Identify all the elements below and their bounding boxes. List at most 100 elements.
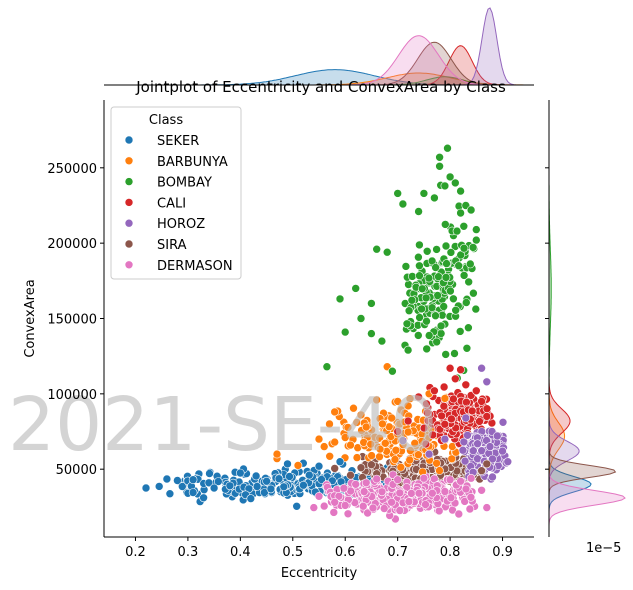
point-dermason — [319, 501, 329, 511]
point-bombay — [404, 306, 414, 316]
x-tick-label: 0.6 — [335, 545, 356, 560]
point-horoz — [503, 457, 513, 467]
x-tick-label: 0.8 — [440, 545, 461, 560]
point-cali — [439, 401, 449, 411]
y-tick-label: 50000 — [56, 463, 97, 478]
point-seker — [283, 459, 292, 469]
point-bombay — [455, 327, 465, 336]
point-dermason — [482, 503, 492, 512]
point-cali — [449, 394, 458, 404]
point-bombay — [424, 273, 434, 283]
point-cali — [422, 399, 431, 409]
point-horoz — [473, 439, 482, 449]
point-barbunya — [325, 419, 334, 429]
point-barbunya — [432, 458, 441, 468]
legend-label-bombay: BOMBAY — [157, 176, 212, 191]
point-bombay — [449, 294, 458, 304]
legend-label-barbunya: BARBUNYA — [157, 155, 228, 170]
point-cali — [393, 427, 403, 436]
point-barbunya — [375, 444, 385, 454]
point-barbunya — [403, 401, 413, 411]
point-cali — [482, 404, 492, 414]
point-barbunya — [390, 455, 400, 464]
point-seker — [188, 488, 198, 497]
point-cali — [482, 412, 492, 421]
point-cali — [477, 397, 486, 406]
point-dermason — [361, 478, 371, 488]
point-barbunya — [343, 423, 353, 432]
point-dermason — [359, 487, 369, 496]
point-barbunya — [375, 433, 384, 443]
point-bombay — [422, 316, 431, 326]
legend-marker-sira — [124, 239, 134, 249]
point-bombay — [464, 277, 474, 287]
point-barbunya — [403, 427, 413, 437]
x-marginal-density — [104, 7, 534, 86]
point-horoz — [482, 377, 492, 387]
point-seker — [214, 477, 223, 486]
point-bombay — [417, 304, 426, 314]
point-dermason — [465, 504, 475, 514]
point-dermason — [440, 487, 450, 496]
point-dermason — [329, 508, 339, 517]
x-tick-label: 0.3 — [178, 545, 199, 560]
point-dermason — [407, 489, 416, 498]
point-sira — [356, 463, 366, 473]
point-dermason — [404, 497, 414, 506]
point-bombay — [446, 286, 455, 296]
legend-marker-cali — [124, 198, 134, 207]
point-bombay — [441, 273, 451, 282]
point-dermason — [363, 508, 372, 518]
point-sira — [482, 459, 492, 469]
point-barbunya — [393, 397, 403, 406]
point-cali — [461, 380, 471, 390]
point-bombay — [407, 272, 417, 281]
point-dermason — [351, 479, 361, 489]
point-seker — [285, 472, 294, 481]
legend-marker-horoz — [124, 218, 134, 228]
point-bombay — [367, 329, 376, 338]
legend-title: Class — [149, 113, 183, 128]
y-marginal-offset-label: 1e−5 — [586, 541, 621, 556]
point-bombay — [450, 349, 459, 358]
point-seker — [335, 457, 345, 467]
point-seker — [266, 484, 276, 494]
point-bombay — [427, 256, 437, 266]
point-bombay — [335, 294, 345, 304]
point-dermason — [339, 483, 349, 493]
point-bombay — [459, 222, 469, 231]
point-horoz — [488, 472, 497, 482]
point-horoz — [461, 413, 471, 423]
point-cali — [421, 439, 431, 449]
point-dermason — [419, 473, 429, 483]
point-bombay — [471, 235, 481, 245]
point-bombay — [440, 181, 450, 191]
point-bombay — [451, 305, 461, 315]
scatter-points — [141, 143, 513, 524]
point-seker — [314, 461, 324, 471]
point-barbunya — [405, 455, 415, 465]
point-barbunya — [413, 450, 423, 460]
point-cali — [467, 406, 477, 416]
point-dermason — [393, 475, 403, 485]
point-barbunya — [366, 439, 376, 449]
point-barbunya — [410, 438, 420, 448]
point-horoz — [485, 442, 495, 451]
point-bombay — [439, 302, 449, 311]
point-horoz — [468, 446, 478, 456]
point-bombay — [433, 291, 442, 300]
point-bombay — [322, 362, 332, 372]
point-bombay — [419, 189, 429, 198]
point-bombay — [407, 295, 417, 305]
point-seker — [260, 488, 269, 497]
point-bombay — [432, 337, 442, 347]
point-bombay — [440, 220, 450, 229]
point-bombay — [435, 162, 444, 171]
y-tick-label: 100000 — [47, 388, 97, 403]
point-dermason — [343, 509, 353, 519]
point-dermason — [395, 488, 405, 498]
axes: 0.2 0.3 0.4 0.5 0.6 0.7 0.8 0.9 50000 100000 15000… — [47, 100, 534, 560]
point-barbunya — [325, 451, 335, 461]
point-seker — [225, 481, 235, 491]
y-marginal-density — [545, 100, 626, 537]
